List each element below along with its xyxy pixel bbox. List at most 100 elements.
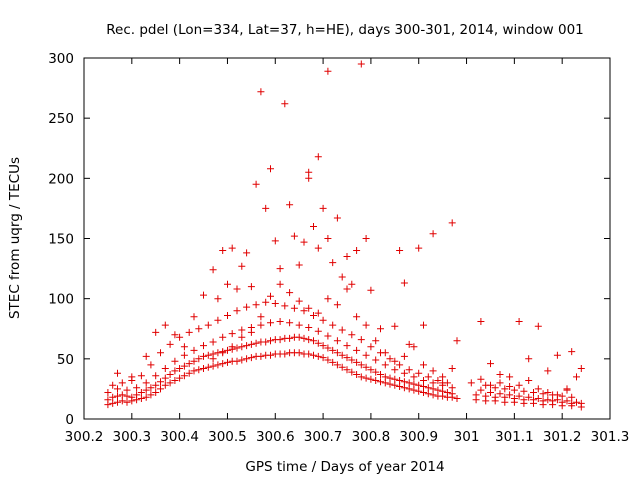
data-point-294 bbox=[305, 174, 313, 182]
data-point-7 bbox=[137, 395, 145, 402]
data-point-361 bbox=[477, 375, 485, 383]
data-point-269 bbox=[161, 321, 169, 329]
data-point-230 bbox=[214, 316, 222, 324]
data-point-343 bbox=[295, 297, 303, 305]
data-point-212 bbox=[515, 392, 523, 400]
x-axis-title: GPS time / Days of year 2014 bbox=[245, 459, 444, 475]
data-point-32 bbox=[257, 352, 265, 360]
data-point-90 bbox=[123, 392, 131, 400]
data-point-183 bbox=[219, 333, 227, 341]
data-point-245 bbox=[357, 336, 365, 344]
data-point-365 bbox=[515, 381, 523, 389]
data-point-103 bbox=[185, 360, 193, 368]
data-point-291 bbox=[290, 232, 298, 240]
data-point-113 bbox=[233, 344, 241, 352]
data-point-174 bbox=[133, 384, 141, 392]
y-tick-label-6: 300 bbox=[48, 51, 74, 67]
data-point-162 bbox=[501, 393, 509, 401]
data-point-252 bbox=[424, 373, 432, 381]
data-point-267 bbox=[142, 352, 150, 360]
data-point-151 bbox=[415, 381, 423, 389]
data-point-323 bbox=[487, 360, 494, 368]
data-point-268 bbox=[152, 328, 160, 336]
data-point-243 bbox=[338, 326, 346, 334]
data-point-155 bbox=[434, 386, 442, 394]
data-point-305 bbox=[343, 253, 351, 260]
data-point-86 bbox=[104, 396, 112, 404]
data-point-126 bbox=[295, 333, 303, 341]
data-point-182 bbox=[209, 338, 217, 346]
data-point-55 bbox=[367, 375, 375, 383]
x-tick-label-2: 300.4 bbox=[160, 429, 199, 445]
data-point-289 bbox=[281, 100, 289, 108]
data-point-227 bbox=[185, 328, 193, 336]
data-point-327 bbox=[525, 355, 533, 363]
data-point-140 bbox=[362, 363, 370, 371]
data-point-202 bbox=[400, 369, 408, 377]
data-point-225 bbox=[166, 340, 174, 348]
data-point-105 bbox=[195, 355, 203, 363]
data-point-324 bbox=[496, 371, 504, 378]
data-point-149 bbox=[405, 379, 413, 387]
y-tick-label-4: 200 bbox=[48, 171, 74, 187]
data-point-114 bbox=[238, 343, 246, 351]
data-point-62 bbox=[400, 384, 408, 392]
data-point-211 bbox=[506, 391, 514, 399]
data-point-191 bbox=[295, 321, 303, 329]
data-point-271 bbox=[180, 343, 188, 351]
data-point-338 bbox=[247, 328, 255, 336]
data-point-259 bbox=[520, 387, 528, 395]
data-point-275 bbox=[214, 295, 222, 303]
data-point-157 bbox=[443, 389, 451, 396]
data-point-334 bbox=[209, 355, 217, 363]
data-point-92 bbox=[133, 391, 141, 399]
data-point-318 bbox=[429, 230, 437, 238]
data-point-346 bbox=[324, 295, 332, 303]
data-point-53 bbox=[357, 373, 365, 381]
data-point-47 bbox=[329, 358, 337, 366]
data-point-240 bbox=[310, 312, 317, 319]
data-point-89 bbox=[118, 391, 126, 399]
data-point-218 bbox=[573, 398, 580, 406]
data-point-354 bbox=[400, 352, 408, 360]
data-point-1 bbox=[109, 399, 117, 407]
data-point-368 bbox=[544, 389, 552, 396]
data-point-14 bbox=[171, 377, 179, 384]
data-point-8 bbox=[142, 393, 150, 401]
data-point-302 bbox=[329, 259, 337, 267]
data-point-290 bbox=[286, 201, 294, 209]
data-point-284 bbox=[257, 88, 265, 96]
data-point-172 bbox=[114, 385, 121, 393]
data-point-194 bbox=[324, 332, 332, 340]
x-tick-label-5: 300.7 bbox=[304, 429, 343, 445]
data-point-91 bbox=[128, 393, 136, 401]
data-point-184 bbox=[228, 330, 236, 338]
x-tick-label-3: 300.5 bbox=[208, 429, 247, 445]
data-point-234 bbox=[252, 301, 260, 309]
data-point-59 bbox=[386, 380, 394, 388]
data-point-188 bbox=[267, 319, 274, 327]
data-point-40 bbox=[295, 349, 303, 357]
data-point-189 bbox=[276, 318, 284, 325]
data-point-2 bbox=[114, 398, 121, 406]
data-point-363 bbox=[496, 379, 504, 387]
y-tick-label-3: 150 bbox=[48, 232, 74, 248]
data-point-23 bbox=[214, 361, 222, 369]
y-axis-title: STEC from uqrg / TECUs bbox=[7, 157, 23, 319]
data-point-235 bbox=[262, 298, 270, 306]
data-point-344 bbox=[305, 304, 313, 312]
data-point-61 bbox=[396, 383, 404, 390]
data-point-145 bbox=[386, 374, 394, 382]
data-point-200 bbox=[381, 361, 389, 369]
data-point-179 bbox=[180, 351, 188, 359]
data-point-9 bbox=[147, 391, 155, 399]
data-point-330 bbox=[553, 351, 561, 359]
data-point-237 bbox=[281, 302, 289, 310]
data-point-117 bbox=[252, 339, 260, 347]
data-point-249 bbox=[396, 361, 404, 369]
data-point-288 bbox=[276, 265, 284, 273]
data-point-236 bbox=[271, 300, 279, 307]
data-point-49 bbox=[338, 363, 346, 371]
data-point-96 bbox=[152, 381, 160, 389]
